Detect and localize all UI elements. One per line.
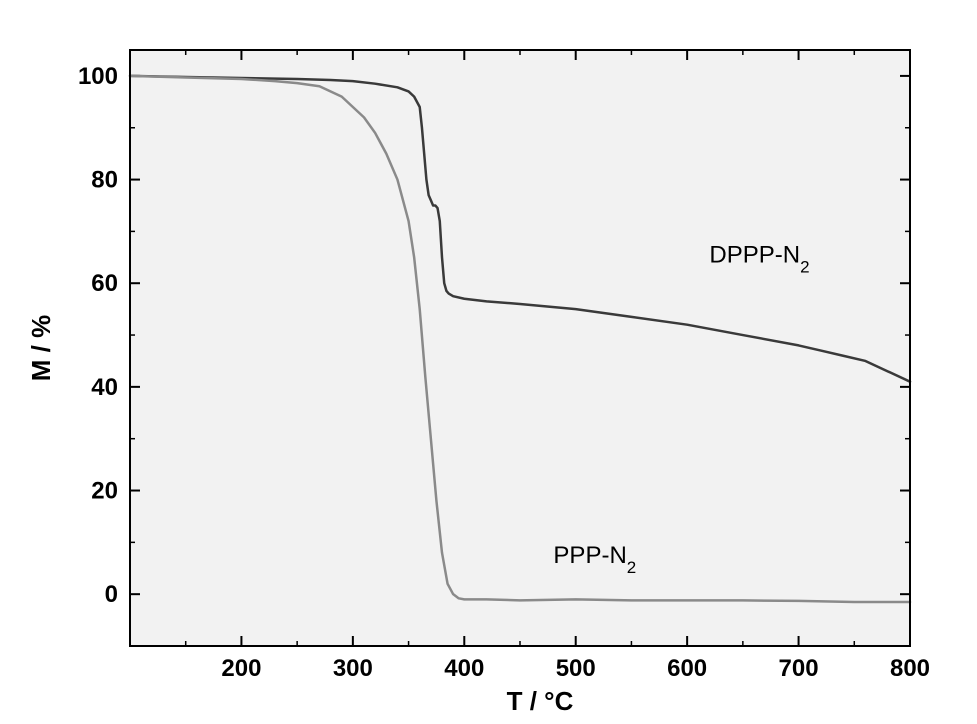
svg-text:600: 600 bbox=[667, 655, 707, 682]
svg-text:20: 20 bbox=[91, 478, 118, 505]
svg-text:700: 700 bbox=[779, 655, 819, 682]
svg-text:100: 100 bbox=[78, 63, 118, 90]
svg-text:60: 60 bbox=[91, 270, 118, 297]
svg-text:400: 400 bbox=[444, 655, 484, 682]
chart-svg: 200300400500600700800020406080100DPPP-N2… bbox=[0, 0, 977, 724]
svg-text:M / %: M / % bbox=[26, 315, 56, 381]
svg-text:800: 800 bbox=[890, 655, 930, 682]
svg-text:80: 80 bbox=[91, 167, 118, 194]
svg-text:500: 500 bbox=[556, 655, 596, 682]
tga-chart: 200300400500600700800020406080100DPPP-N2… bbox=[0, 0, 977, 724]
svg-text:40: 40 bbox=[91, 374, 118, 401]
svg-text:T / °C: T / °C bbox=[507, 686, 574, 716]
svg-text:300: 300 bbox=[333, 655, 373, 682]
svg-text:200: 200 bbox=[221, 655, 261, 682]
svg-text:0: 0 bbox=[105, 581, 118, 608]
